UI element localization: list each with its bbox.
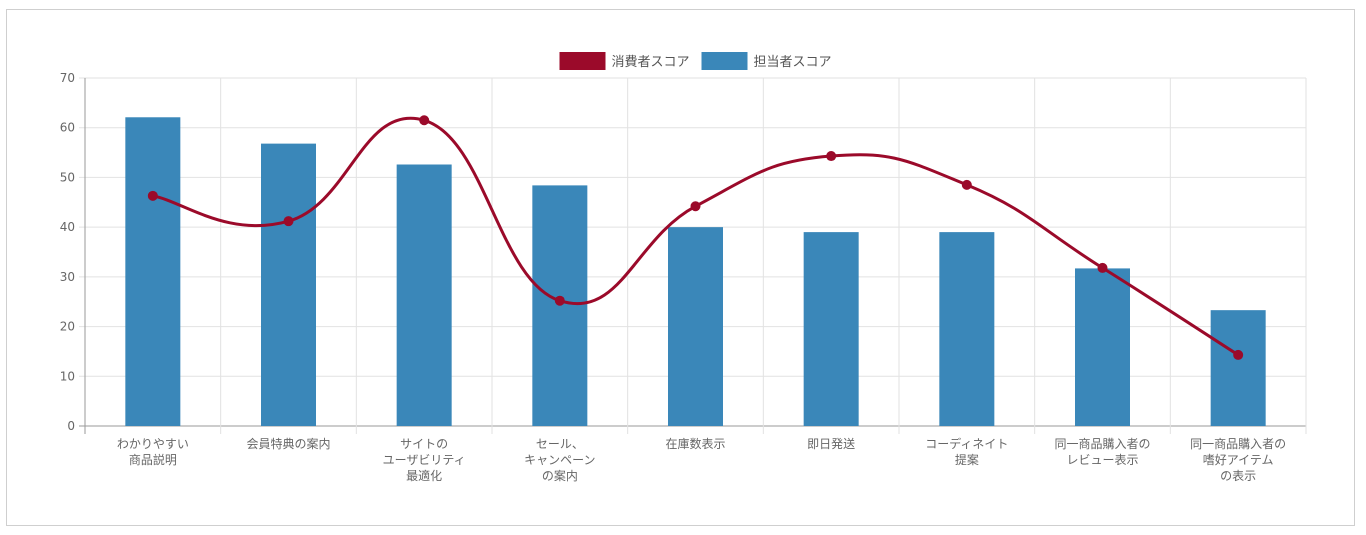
legend-swatch bbox=[701, 52, 748, 70]
x-tick-label-line: 嗜好アイテム bbox=[1203, 453, 1274, 467]
x-tick-label-line: キャンペーン bbox=[524, 453, 595, 467]
x-tick-label-line: 同一商品購入者の bbox=[1054, 436, 1150, 451]
bar-staff-score[interactable] bbox=[261, 143, 316, 426]
point-consumer-score[interactable] bbox=[554, 295, 565, 306]
y-tick-label: 20 bbox=[60, 320, 75, 334]
x-tick-label-line: 提案 bbox=[955, 452, 979, 467]
point-consumer-score[interactable] bbox=[1097, 262, 1108, 273]
bar-staff-score[interactable] bbox=[939, 232, 995, 426]
point-consumer-score[interactable] bbox=[419, 115, 430, 126]
x-tick-label-line: 在庫数表示 bbox=[665, 436, 725, 451]
point-consumer-score[interactable] bbox=[1233, 349, 1244, 360]
point-consumer-score[interactable] bbox=[826, 151, 837, 162]
legend-label: 消費者スコア bbox=[612, 55, 690, 70]
x-tick-label: わかりやすい商品説明 bbox=[117, 437, 189, 467]
line-layer bbox=[147, 115, 1244, 360]
legend-swatch bbox=[559, 52, 606, 70]
bar-staff-score[interactable] bbox=[803, 232, 859, 426]
x-tick-label-line: サイトの bbox=[400, 437, 448, 451]
x-tick-label-line: 最適化 bbox=[406, 468, 442, 483]
x-tick-label-line: レビュー表示 bbox=[1066, 453, 1138, 467]
y-tick-label: 0 bbox=[67, 419, 75, 433]
line-consumer-score bbox=[152, 116, 1239, 357]
x-tick-label: コーディネイト提案 bbox=[925, 436, 1008, 467]
point-consumer-score[interactable] bbox=[961, 179, 972, 190]
bar-staff-score[interactable] bbox=[1075, 268, 1130, 426]
legend[interactable]: 消費者スコア 担当者スコア bbox=[559, 52, 832, 70]
bars-layer bbox=[125, 117, 1266, 426]
bar-staff-score[interactable] bbox=[396, 164, 452, 426]
x-tick-label: 即日発送 bbox=[807, 436, 855, 451]
y-tick-label: 30 bbox=[60, 270, 75, 284]
legend-item[interactable]: 消費者スコア bbox=[559, 52, 690, 70]
y-tick-label: 10 bbox=[60, 369, 75, 383]
x-tick-label-line: コーディネイト bbox=[925, 436, 1008, 451]
x-tick-label-line: の案内 bbox=[542, 468, 578, 483]
y-tick-label: 50 bbox=[60, 170, 75, 184]
x-tick-label: 在庫数表示 bbox=[665, 436, 725, 451]
x-tick-label: 同一商品購入者の嗜好アイテムの表示 bbox=[1190, 436, 1286, 483]
x-tick-label-line: ユーザビリティ bbox=[383, 453, 466, 467]
x-tick-label: 会員特典の案内 bbox=[246, 436, 330, 451]
x-tick-label-line: 会員特典の案内 bbox=[246, 436, 330, 451]
x-tick-label: サイトのユーザビリティ最適化 bbox=[383, 437, 466, 483]
axis-layer: 0 10 20 30 40 50 60 70 わかりやすい商品説明 会員特典の案内 サイトのユーザビ… bbox=[60, 71, 1286, 483]
point-consumer-score[interactable] bbox=[690, 201, 701, 212]
x-tick-label: セール、キャンペーンの案内 bbox=[524, 437, 595, 483]
x-tick-label-line: わかりやすい bbox=[117, 437, 189, 451]
x-tick-label: 同一商品購入者のレビュー表示 bbox=[1054, 436, 1150, 467]
y-tick-label: 60 bbox=[60, 121, 75, 135]
legend-label: 担当者スコア bbox=[754, 55, 832, 70]
x-tick-label-line: セール、 bbox=[536, 437, 584, 451]
point-consumer-score[interactable] bbox=[283, 216, 294, 227]
y-tick-label: 70 bbox=[60, 71, 75, 85]
legend-item[interactable]: 担当者スコア bbox=[701, 52, 832, 70]
point-consumer-score[interactable] bbox=[147, 190, 158, 201]
bar-staff-score[interactable] bbox=[668, 227, 723, 426]
bar-staff-score[interactable] bbox=[1210, 310, 1266, 426]
y-tick-label: 40 bbox=[60, 220, 75, 234]
x-tick-label-line: 即日発送 bbox=[807, 436, 855, 451]
x-tick-label-line: 同一商品購入者の bbox=[1190, 436, 1286, 451]
x-tick-label-line: 商品説明 bbox=[129, 452, 177, 467]
bar-staff-score[interactable] bbox=[125, 117, 181, 426]
x-tick-label-line: の表示 bbox=[1220, 469, 1256, 483]
